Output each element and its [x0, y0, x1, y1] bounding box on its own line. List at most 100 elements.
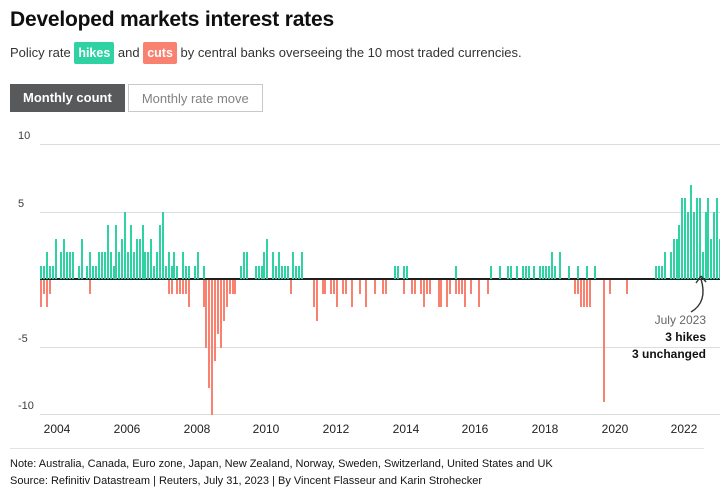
bar-hikes — [110, 252, 112, 279]
bar-hikes — [133, 252, 135, 279]
bar-hikes — [130, 225, 132, 279]
bar-cuts — [185, 280, 187, 294]
x-axis-label: 2022 — [670, 422, 698, 436]
bar-cuts — [232, 280, 234, 294]
bar-hikes — [113, 265, 115, 279]
x-axis-label: 2004 — [43, 422, 71, 436]
bar-hikes — [716, 198, 718, 279]
x-axis-label: 2010 — [252, 422, 280, 436]
x-axis-label: 2008 — [183, 422, 211, 436]
bar-hikes — [710, 238, 712, 279]
bar-cuts — [234, 280, 236, 294]
bar-cuts — [359, 280, 361, 294]
bar-hikes — [693, 211, 695, 279]
bar-cuts — [583, 280, 585, 307]
annotation-arrow-icon — [690, 275, 707, 313]
gridline — [40, 414, 720, 415]
y-axis-label: -10 — [18, 400, 34, 412]
bar-hikes — [690, 184, 692, 279]
bar-hikes — [676, 238, 678, 279]
bar-hikes — [124, 211, 126, 279]
bar-hikes — [197, 252, 199, 279]
bar-hikes — [49, 265, 51, 279]
bar-hikes — [490, 265, 492, 279]
x-axis-label: 2006 — [113, 422, 141, 436]
bar-cuts — [324, 280, 326, 294]
tab-monthly-count[interactable]: Monthly count — [10, 84, 125, 112]
bar-cuts — [182, 280, 184, 294]
bar-cuts — [290, 280, 292, 294]
bar-hikes — [687, 211, 689, 279]
bar-cuts — [188, 280, 190, 307]
zero-axis-line — [40, 278, 720, 280]
bar-hikes — [142, 225, 144, 279]
bar-cuts — [577, 280, 579, 294]
bar-hikes — [150, 238, 152, 279]
bar-hikes — [510, 265, 512, 279]
bar-hikes — [699, 198, 701, 279]
bar-hikes — [121, 238, 123, 279]
bar-hikes — [298, 265, 300, 279]
bar-cuts — [217, 280, 219, 334]
bar-cuts — [411, 280, 413, 294]
bar-hikes — [707, 198, 709, 279]
view-toggle: Monthly count Monthly rate move — [10, 84, 712, 112]
bar-hikes — [684, 198, 686, 279]
bar-hikes — [661, 265, 663, 279]
bar-hikes — [243, 252, 245, 279]
bar-cuts — [89, 280, 91, 294]
bar-cuts — [40, 280, 42, 307]
subtitle-prefix: Policy rate — [10, 45, 75, 60]
bar-hikes — [403, 265, 405, 279]
bar-cuts — [423, 280, 425, 307]
bar-hikes — [52, 265, 54, 279]
bar-cuts — [609, 280, 611, 294]
bar-cuts — [470, 280, 472, 294]
bar-hikes — [153, 265, 155, 279]
gridline — [40, 211, 720, 213]
bar-cuts — [208, 280, 210, 388]
bar-hikes — [176, 265, 178, 279]
bar-cuts — [226, 280, 228, 307]
bar-hikes — [516, 265, 518, 279]
bar-cuts — [446, 280, 448, 307]
bar-hikes — [533, 265, 535, 279]
bar-hikes — [696, 198, 698, 279]
bar-hikes — [539, 265, 541, 279]
bar-hikes — [156, 252, 158, 279]
bar-hikes — [681, 198, 683, 279]
bar-hikes — [586, 265, 588, 279]
bar-hikes — [40, 265, 42, 279]
bar-cuts — [345, 280, 347, 294]
annotation-unchanged: 3 unchanged — [631, 347, 706, 361]
bar-cuts — [455, 280, 457, 294]
bar-hikes — [89, 252, 91, 279]
tab-monthly-rate-move[interactable]: Monthly rate move — [127, 84, 263, 112]
bar-hikes — [55, 238, 57, 279]
bar-cuts — [589, 280, 591, 307]
bar-hikes — [559, 252, 561, 279]
bar-cuts — [438, 280, 440, 307]
bar-cuts — [205, 280, 207, 348]
bar-hikes — [263, 252, 265, 279]
bar-cuts — [176, 280, 178, 294]
bar-hikes — [292, 252, 294, 279]
bar-hikes — [46, 252, 48, 279]
bar-cuts — [586, 280, 588, 307]
cuts-legend-badge: cuts — [143, 42, 177, 64]
bar-cuts — [49, 280, 51, 294]
bar-hikes — [255, 265, 257, 279]
bar-cuts — [43, 280, 45, 294]
y-axis-label: 5 — [18, 197, 25, 210]
bar-cuts — [333, 280, 335, 294]
bar-hikes — [78, 265, 80, 279]
bar-hikes — [258, 265, 260, 279]
subtitle-mid: and — [114, 45, 144, 60]
bar-hikes — [287, 265, 289, 279]
bar-cuts — [414, 280, 416, 294]
bar-hikes — [188, 265, 190, 279]
bar-hikes — [655, 265, 657, 279]
bar-hikes — [594, 265, 596, 279]
bar-hikes — [525, 265, 527, 279]
